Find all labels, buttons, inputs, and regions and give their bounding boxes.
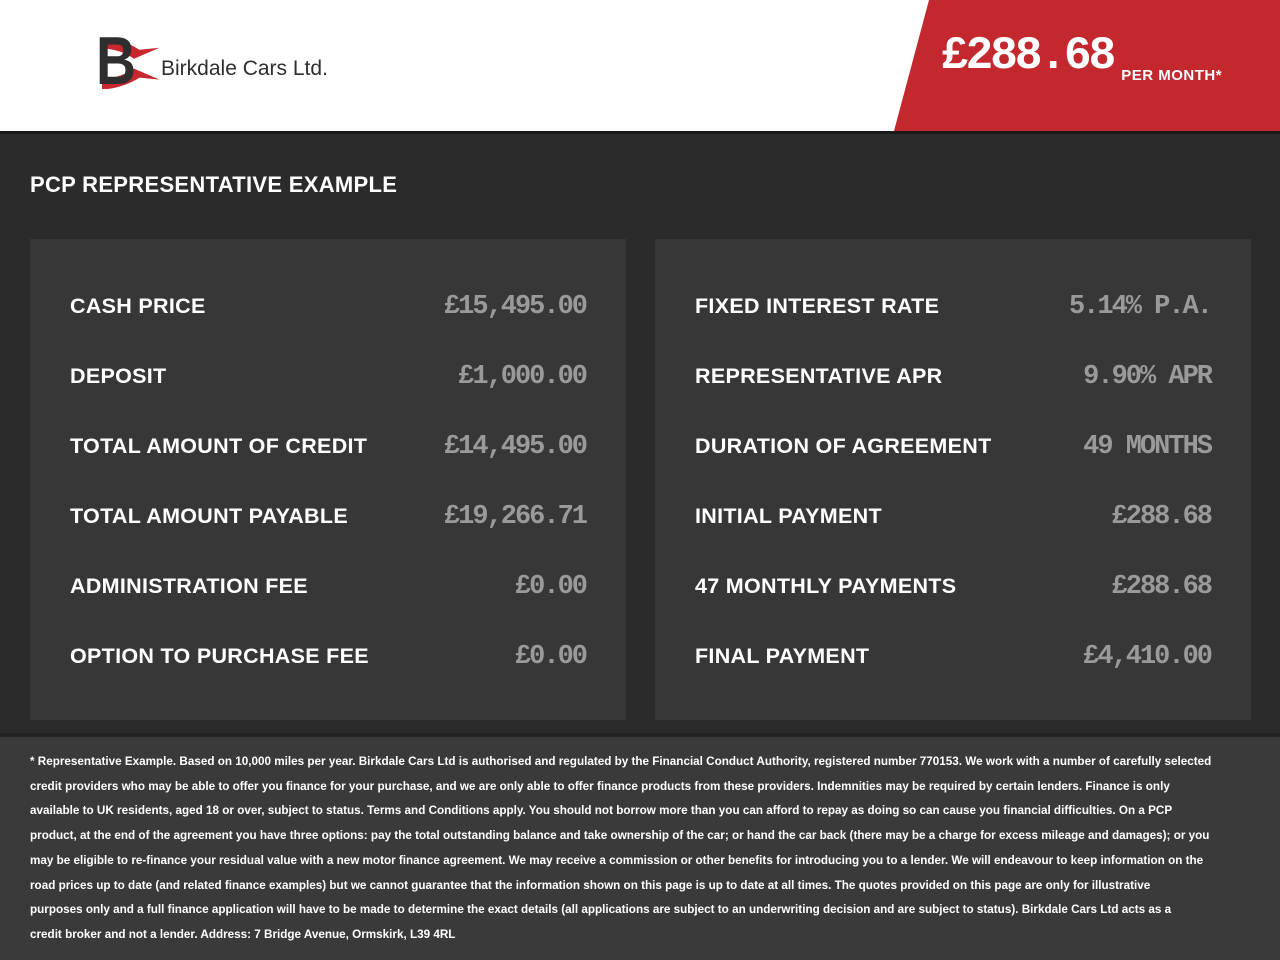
svg-text:B: B — [96, 32, 136, 89]
svg-text:Birkdale Cars Ltd.: Birkdale Cars Ltd. — [161, 57, 328, 80]
